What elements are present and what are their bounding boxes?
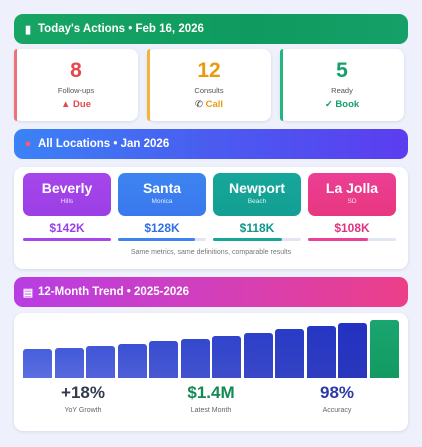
location-share-fill bbox=[213, 238, 282, 241]
ready-label: Ready bbox=[331, 86, 353, 95]
yoy-value: +18% bbox=[61, 383, 105, 402]
followups-action[interactable]: ▲ Due bbox=[61, 99, 91, 110]
trend-title: 12-Month Trend • 2025-2026 bbox=[38, 286, 190, 298]
location-value: $118K bbox=[239, 221, 275, 235]
actions-title: Today's Actions • Feb 16, 2026 bbox=[38, 23, 204, 35]
accuracy-label: Accuracy bbox=[322, 407, 352, 414]
pin-icon: ● bbox=[24, 138, 32, 150]
followups-label: Follow-ups bbox=[57, 86, 95, 95]
location-name: La Jolla bbox=[325, 180, 379, 196]
accuracy-stat: 98% Accuracy bbox=[282, 383, 392, 414]
location-card[interactable]: Beverly Hills bbox=[23, 173, 111, 216]
location-card[interactable]: La Jolla SD bbox=[308, 173, 396, 216]
check-icon: ✓ bbox=[324, 99, 333, 110]
location-share-bar bbox=[308, 238, 396, 241]
consults-count: 12 bbox=[197, 59, 221, 82]
locations-header: ● All Locations • Jan 2026 bbox=[14, 129, 408, 159]
locations-title: All Locations • Jan 2026 bbox=[38, 138, 170, 150]
ready-count: 5 bbox=[336, 59, 348, 82]
location-value: $142K bbox=[49, 221, 85, 235]
location-name: Santa bbox=[142, 180, 182, 196]
location-sub: Hills bbox=[60, 198, 74, 205]
location-card[interactable]: Santa Monica bbox=[118, 173, 206, 216]
latest-month-value: $1.4M bbox=[187, 383, 235, 402]
location-value: $108K bbox=[334, 221, 370, 235]
location-sub: Beach bbox=[247, 198, 267, 205]
consults-label: Consults bbox=[194, 86, 224, 95]
clipboard-icon: ▮ bbox=[24, 23, 32, 36]
latest-month-stat: $1.4M Latest Month bbox=[156, 383, 266, 414]
warning-icon: ▲ bbox=[61, 99, 71, 110]
trend-bar bbox=[149, 341, 178, 378]
location-name: Newport bbox=[229, 180, 285, 196]
trend-bar bbox=[212, 336, 241, 378]
trend-bar bbox=[338, 323, 367, 378]
actions-header: ▮ Today's Actions • Feb 16, 2026 bbox=[14, 14, 408, 44]
location-share-fill bbox=[308, 238, 368, 241]
location-share-fill bbox=[118, 238, 195, 241]
yoy-stat: +18% YoY Growth bbox=[28, 383, 138, 414]
location-share-bar bbox=[118, 238, 206, 241]
locations-note: Same metrics, same definitions, comparab… bbox=[130, 249, 292, 256]
trend-bar bbox=[23, 349, 52, 378]
trend-bar bbox=[275, 329, 304, 378]
trend-bar bbox=[54, 348, 84, 378]
yoy-label: YoY Growth bbox=[64, 407, 102, 414]
ready-card[interactable]: 5 Ready ✓ Book bbox=[280, 49, 404, 121]
location-value: $128K bbox=[144, 221, 180, 235]
location-share-fill bbox=[23, 238, 111, 241]
location-sub: Monica bbox=[151, 198, 173, 205]
location-card[interactable]: Newport Beach bbox=[213, 173, 301, 216]
followups-count: 8 bbox=[70, 59, 82, 82]
accuracy-value: 98% bbox=[319, 383, 355, 402]
trend-bar bbox=[86, 346, 115, 378]
ready-action[interactable]: ✓ Book bbox=[324, 99, 360, 110]
chart-icon: ▤ bbox=[22, 286, 34, 299]
location-share-bar bbox=[213, 238, 301, 241]
location-share-bar bbox=[23, 238, 111, 241]
location-name: Beverly bbox=[41, 180, 93, 196]
latest-month-label: Latest Month bbox=[190, 407, 232, 414]
trend-header: ▤ 12-Month Trend • 2025-2026 bbox=[14, 277, 408, 307]
trend-bar bbox=[243, 333, 273, 378]
consults-action[interactable]: ✆ Call bbox=[194, 99, 224, 110]
trend-bar bbox=[117, 344, 147, 378]
phone-icon: ✆ bbox=[194, 99, 203, 110]
consults-card[interactable]: 12 Consults ✆ Call bbox=[147, 49, 271, 121]
trend-bar bbox=[369, 320, 399, 378]
trend-bar bbox=[306, 326, 336, 378]
trend-bar bbox=[180, 339, 210, 378]
location-sub: SD bbox=[347, 198, 357, 205]
followups-card[interactable]: 8 Follow-ups ▲ Due bbox=[14, 49, 138, 121]
